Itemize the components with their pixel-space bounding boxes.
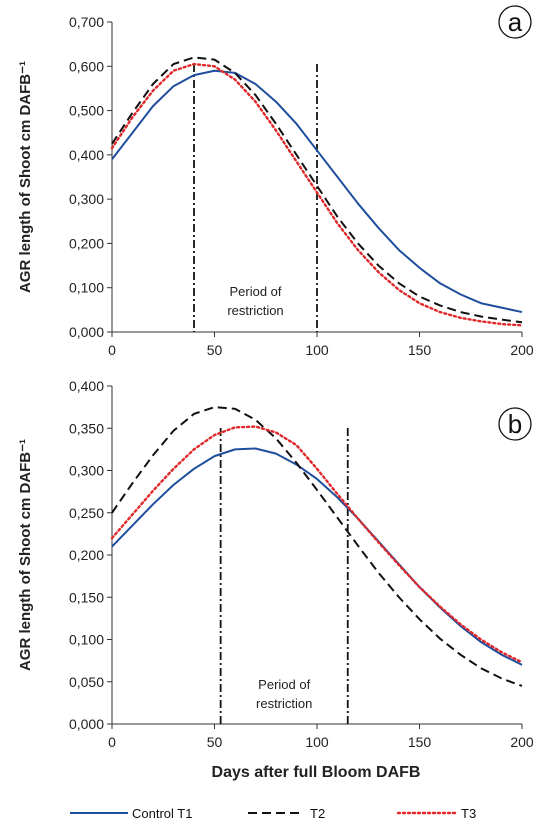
y-tick-label: 0,000 (69, 716, 104, 732)
y-tick-label: 0,100 (69, 280, 104, 296)
period-annotation: Period of (258, 677, 310, 692)
y-tick-label: 0,300 (69, 463, 104, 479)
x-tick-label: 0 (108, 734, 116, 750)
x-tick-label: 100 (305, 734, 329, 750)
y-tick-label: 0,350 (69, 420, 104, 436)
y-tick-label: 0,000 (69, 324, 104, 340)
y-tick-label: 0,400 (69, 147, 104, 163)
panel-letter-circle (498, 5, 532, 39)
x-tick-label: 150 (408, 734, 432, 750)
x-axis-label: Days after full Bloom DAFB (212, 764, 421, 781)
x-tick-label: 200 (510, 342, 534, 358)
period-annotation: restriction (227, 303, 283, 318)
legend: Control T1 T2 T3 (70, 806, 476, 821)
series-line-control-t1 (111, 69, 523, 314)
x-tick-label: 100 (305, 342, 329, 358)
y-tick-label: 0,050 (69, 674, 104, 690)
legend-label: T2 (310, 806, 325, 821)
y-axis-label: AGR length of Shoot cm DAFB⁻¹ (17, 61, 34, 293)
x-tick-label: 50 (207, 342, 223, 358)
series-line-control-t1 (111, 447, 523, 666)
y-tick-label: 0,600 (69, 58, 104, 74)
series-line-t3 (110, 425, 524, 664)
period-annotation: Period of (229, 284, 281, 299)
x-tick-label: 0 (108, 342, 116, 358)
panel-letter: b (508, 409, 522, 439)
x-tick-label: 150 (408, 342, 432, 358)
legend-label: T3 (461, 806, 476, 821)
y-tick-label: 0,700 (69, 14, 104, 30)
series-line-t2 (111, 406, 523, 687)
panel-letter: a (508, 7, 523, 37)
legend-label: Control T1 (132, 806, 192, 821)
chart-panel-a: 0,000 0,100 0,200 0,300 0,400 0,500 0,600 0,700… (17, 5, 534, 358)
series-line-t2 (111, 56, 523, 324)
period-annotation: restriction (256, 696, 312, 711)
y-tick-label: 0,250 (69, 505, 104, 521)
y-tick-label: 0,400 (69, 378, 104, 394)
y-tick-label: 0,200 (69, 235, 104, 251)
chart-panel-b: 0,000 0,050 0,100 0,150 0,200 0,250 0,300 0,350… (17, 378, 534, 781)
y-tick-label: 0,100 (69, 632, 104, 648)
y-tick-label: 0,500 (69, 103, 104, 119)
x-tick-label: 50 (207, 734, 223, 750)
y-tick-label: 0,300 (69, 191, 104, 207)
panel-letter-circle (498, 407, 532, 441)
y-axis-label: AGR length of Shoot cm DAFB⁻¹ (17, 439, 34, 671)
y-tick-label: 0,150 (69, 589, 104, 605)
y-tick-label: 0,200 (69, 547, 104, 563)
x-tick-label: 200 (510, 734, 534, 750)
series-line-t3 (110, 62, 524, 327)
